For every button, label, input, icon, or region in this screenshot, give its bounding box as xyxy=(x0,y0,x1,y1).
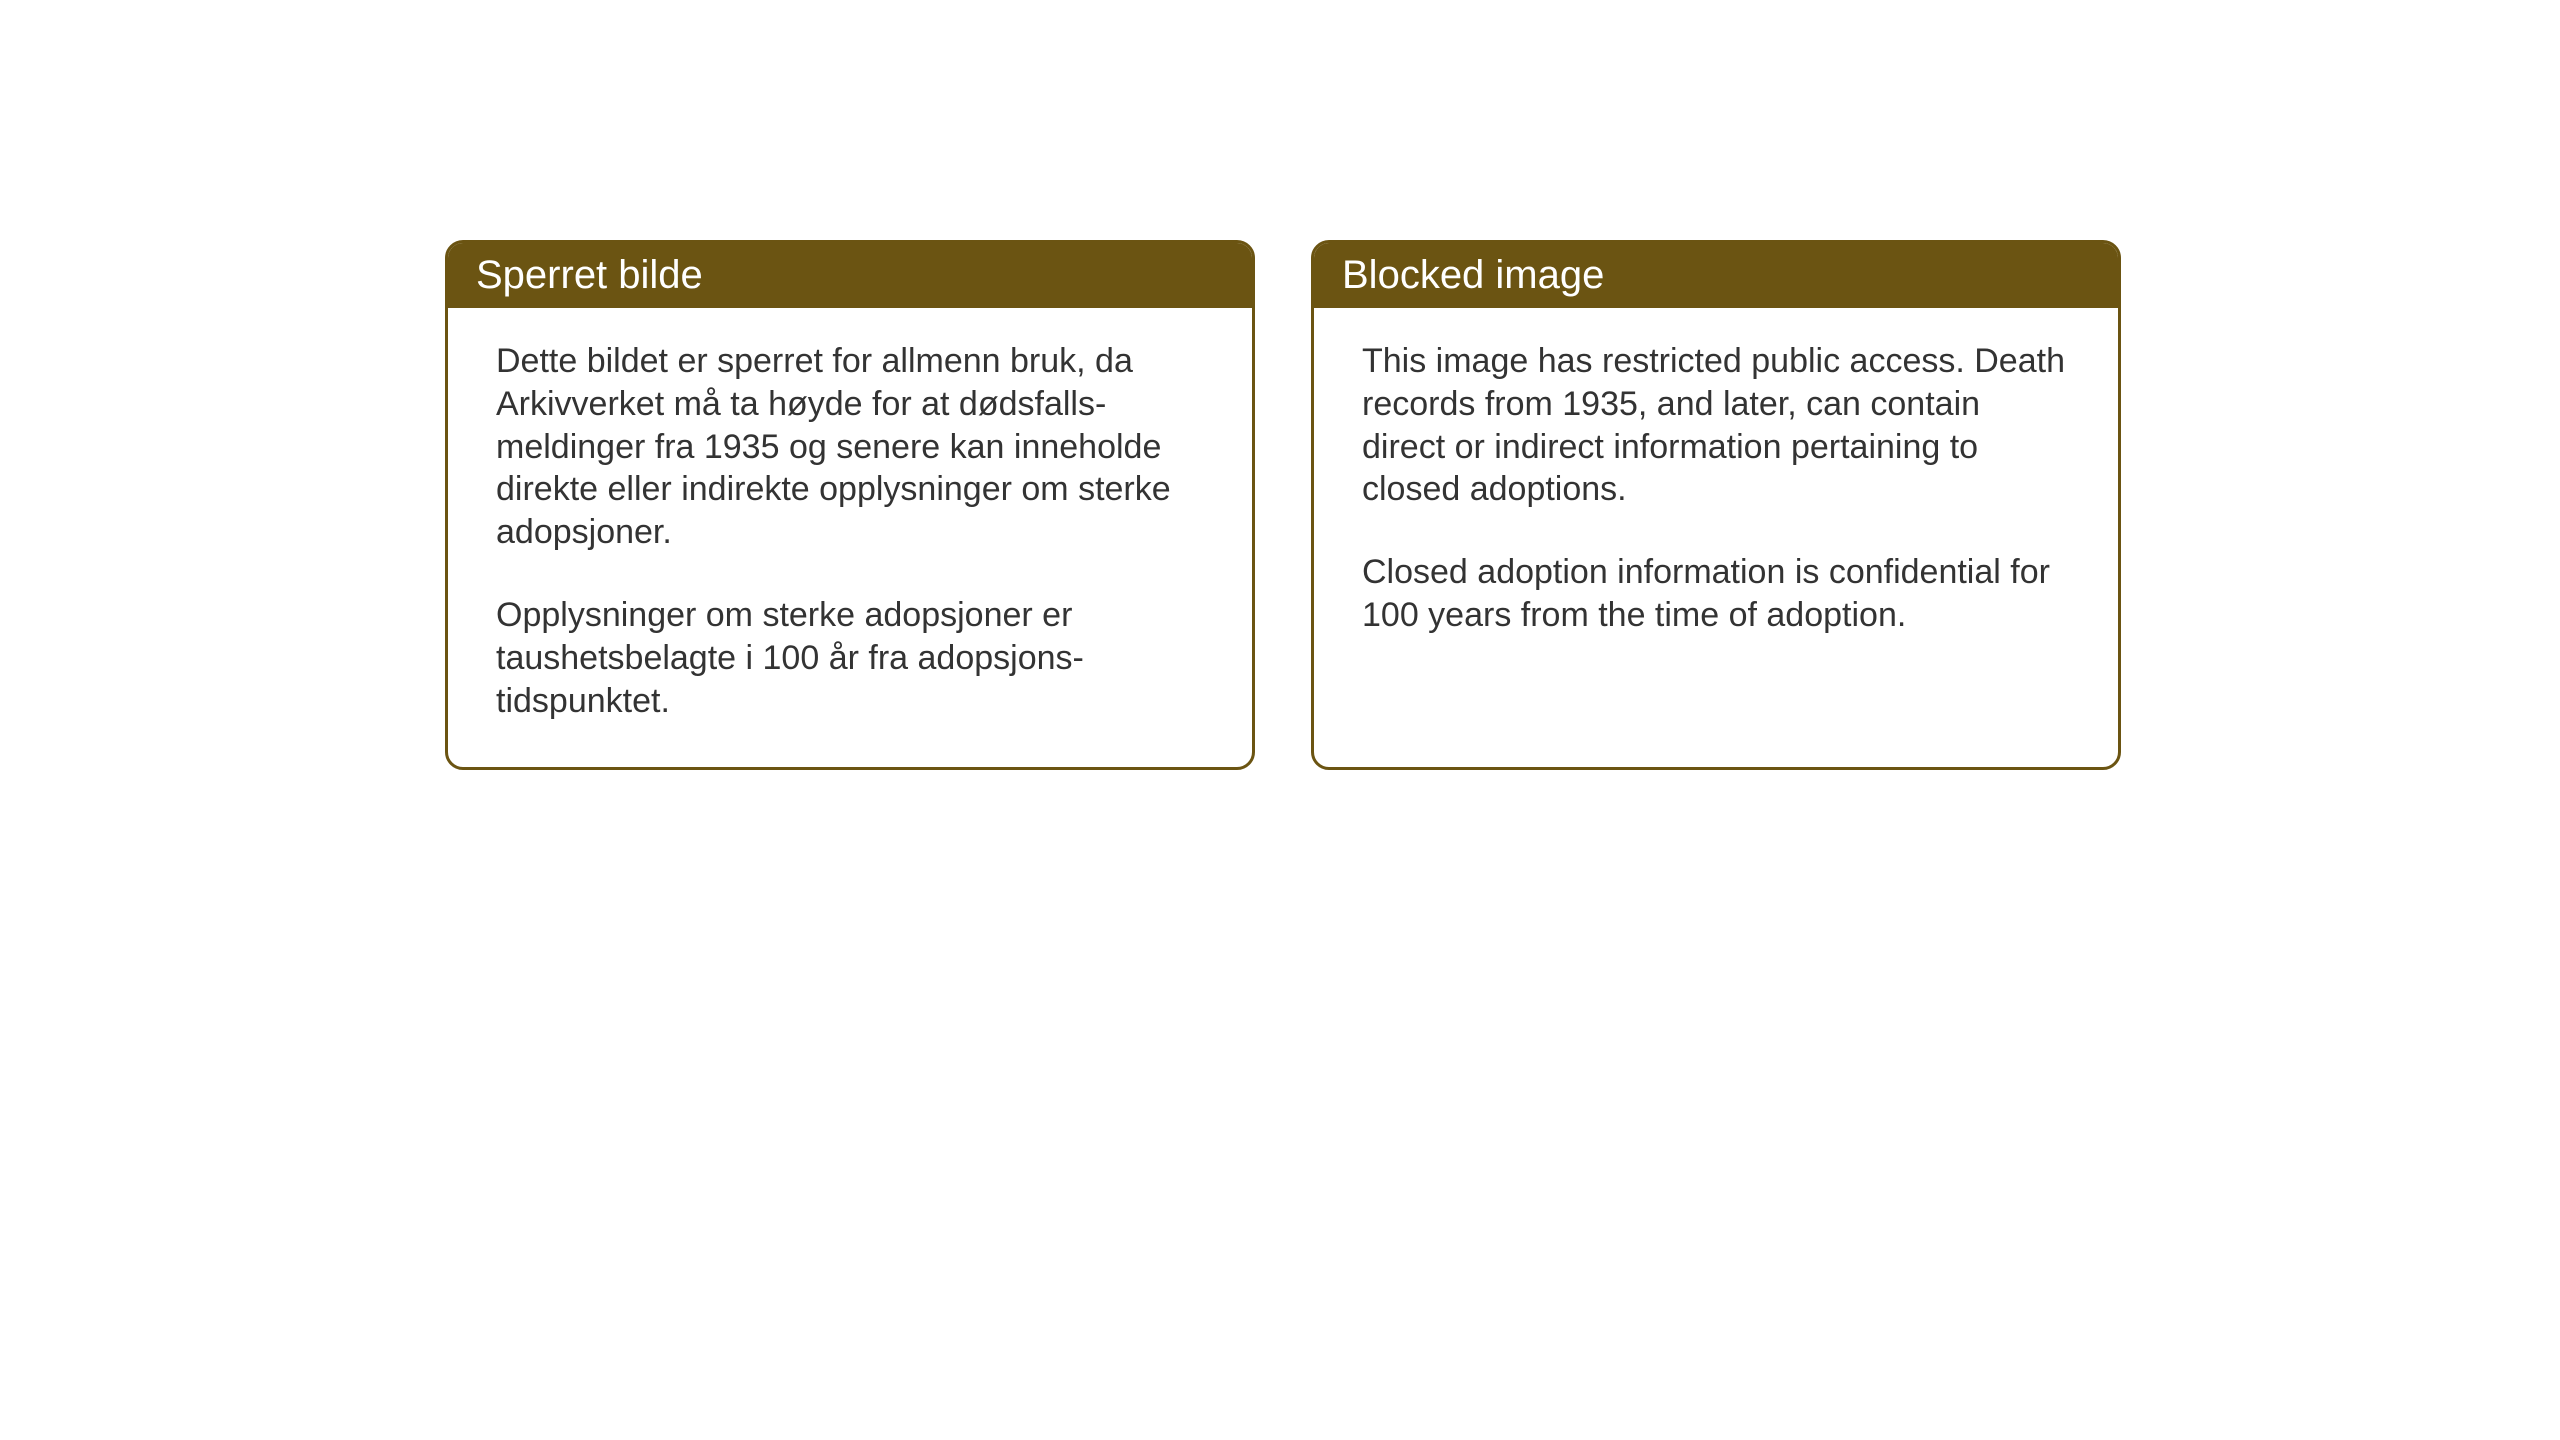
card-paragraph1-norwegian: Dette bildet er sperret for allmenn bruk… xyxy=(496,340,1204,554)
notice-container: Sperret bilde Dette bildet er sperret fo… xyxy=(445,240,2121,770)
card-paragraph2-norwegian: Opplysninger om sterke adopsjoner er tau… xyxy=(496,594,1204,722)
notice-card-norwegian: Sperret bilde Dette bildet er sperret fo… xyxy=(445,240,1255,770)
card-title-english: Blocked image xyxy=(1342,253,1604,297)
card-paragraph2-english: Closed adoption information is confident… xyxy=(1362,551,2070,637)
card-header-english: Blocked image xyxy=(1314,243,2118,308)
notice-card-english: Blocked image This image has restricted … xyxy=(1311,240,2121,770)
card-paragraph1-english: This image has restricted public access.… xyxy=(1362,340,2070,511)
card-header-norwegian: Sperret bilde xyxy=(448,243,1252,308)
card-body-english: This image has restricted public access.… xyxy=(1314,308,2118,681)
card-title-norwegian: Sperret bilde xyxy=(476,253,703,297)
card-body-norwegian: Dette bildet er sperret for allmenn bruk… xyxy=(448,308,1252,767)
